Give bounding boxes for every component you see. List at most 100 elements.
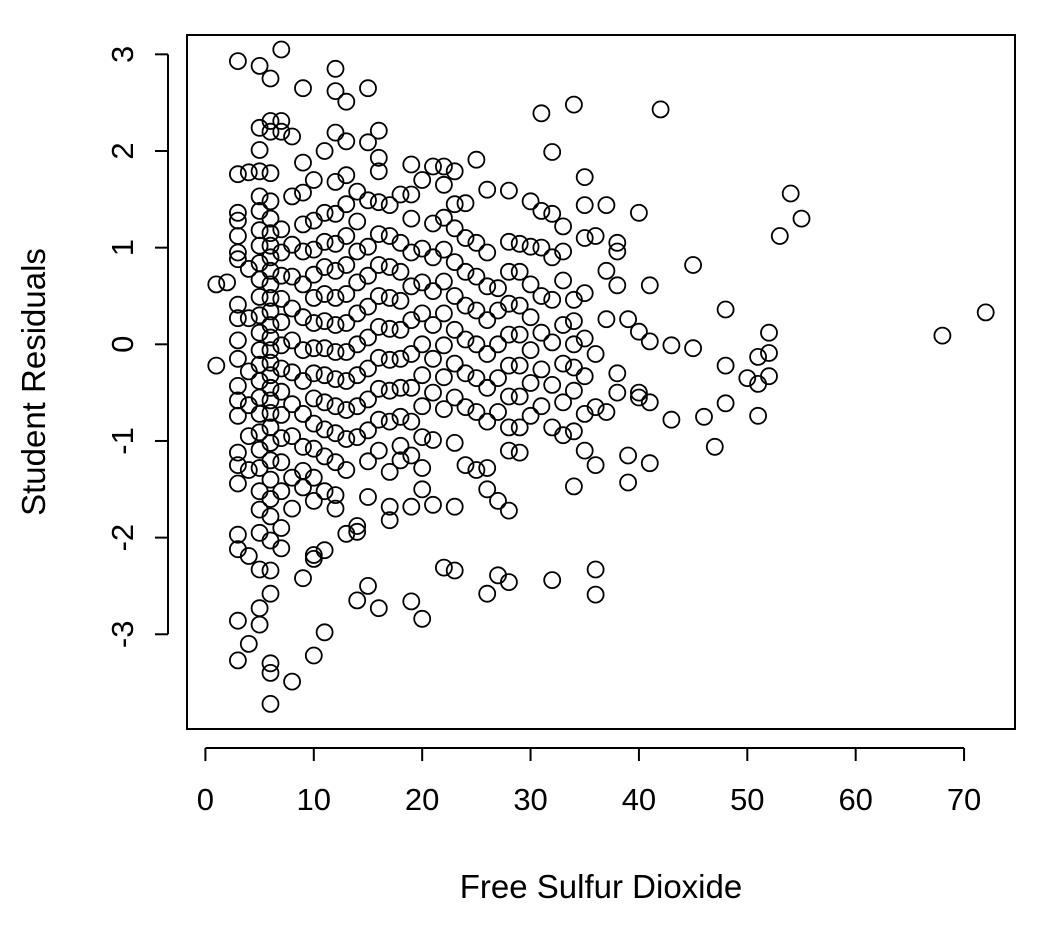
data-point: [499, 232, 518, 251]
data-point: [456, 456, 475, 475]
data-point: [933, 326, 952, 345]
data-point: [565, 381, 583, 400]
data-point: [467, 301, 486, 320]
data-point: [359, 297, 377, 316]
data-point: [250, 388, 269, 407]
data-point: [445, 433, 464, 452]
data-point: [445, 320, 464, 339]
data-point: [218, 273, 237, 292]
data-point: [575, 196, 594, 215]
data-point: [261, 69, 280, 88]
data-point: [304, 171, 323, 189]
data-point: [348, 517, 367, 535]
data-point: [315, 285, 334, 303]
data-point: [326, 234, 345, 253]
data-point: [456, 330, 475, 349]
data-point: [272, 539, 291, 558]
data-point: [619, 473, 637, 492]
data-point: [261, 353, 280, 372]
data-point: [489, 279, 507, 298]
data-point: [424, 431, 442, 449]
y-tick-label: 2: [105, 142, 140, 159]
data-point: [424, 349, 442, 368]
data-point: [272, 482, 291, 501]
plot-box: [186, 34, 1016, 730]
data-point: [445, 253, 464, 272]
data-point: [391, 451, 410, 470]
data-point: [478, 480, 497, 499]
data-point: [228, 456, 247, 475]
data-point: [326, 343, 345, 361]
data-point: [424, 282, 442, 301]
data-point: [565, 358, 583, 377]
data-point: [315, 258, 334, 276]
data-point: [315, 339, 334, 358]
data-point: [294, 372, 312, 390]
data-point: [315, 232, 334, 251]
data-point: [532, 238, 551, 257]
data-point: [228, 227, 247, 245]
data-point: [543, 248, 562, 267]
data-point: [228, 443, 247, 462]
data-point: [261, 224, 280, 243]
data-point: [402, 378, 421, 397]
data-point: [283, 267, 302, 286]
data-point: [326, 499, 345, 518]
data-point: [716, 300, 735, 319]
data-point: [348, 591, 367, 610]
data-point: [304, 468, 323, 487]
data-point: [359, 359, 377, 378]
data-point: [597, 196, 616, 215]
data-point: [391, 233, 410, 252]
data-point: [326, 486, 345, 505]
data-point: [380, 381, 399, 400]
data-point: [554, 316, 572, 334]
data-point: [434, 558, 453, 577]
data-point: [337, 430, 356, 448]
data-point: [359, 237, 377, 256]
data-point: [283, 127, 302, 146]
data-point: [467, 267, 486, 286]
data-point: [315, 312, 334, 331]
data-point: [565, 477, 583, 496]
data-point: [391, 378, 410, 397]
data-point: [359, 488, 377, 506]
data-point: [510, 443, 529, 462]
data-point: [413, 366, 432, 385]
data-point: [250, 236, 269, 255]
data-point: [261, 391, 280, 410]
data-point: [434, 240, 453, 259]
data-point: [760, 323, 778, 342]
data-point: [272, 519, 291, 537]
data-point: [391, 436, 410, 455]
data-point: [478, 378, 497, 397]
data-point: [369, 162, 388, 181]
data-point: [250, 404, 269, 423]
data-point: [402, 155, 421, 174]
data-point: [478, 345, 497, 363]
data-point: [413, 304, 432, 323]
data-point: [326, 397, 345, 416]
data-point: [315, 482, 334, 501]
data-point: [413, 335, 432, 354]
data-point: [456, 398, 475, 417]
data-point: [261, 164, 280, 183]
data-point: [521, 406, 540, 425]
data-point: [575, 168, 594, 187]
data-point: [792, 209, 811, 228]
data-point: [261, 261, 280, 280]
data-point: [315, 447, 334, 466]
data-point: [348, 242, 367, 261]
y-axis-title: Student Residuals: [15, 248, 52, 516]
data-point: [348, 212, 367, 231]
data-point: [348, 522, 367, 541]
data-point: [434, 304, 453, 323]
data-point: [554, 393, 572, 412]
data-point: [640, 393, 659, 412]
y-tick-label: -1: [105, 427, 140, 455]
data-point: [294, 79, 312, 98]
data-point: [304, 339, 323, 358]
data-point: [228, 165, 247, 184]
data-point: [359, 79, 377, 98]
data-point: [272, 382, 291, 401]
